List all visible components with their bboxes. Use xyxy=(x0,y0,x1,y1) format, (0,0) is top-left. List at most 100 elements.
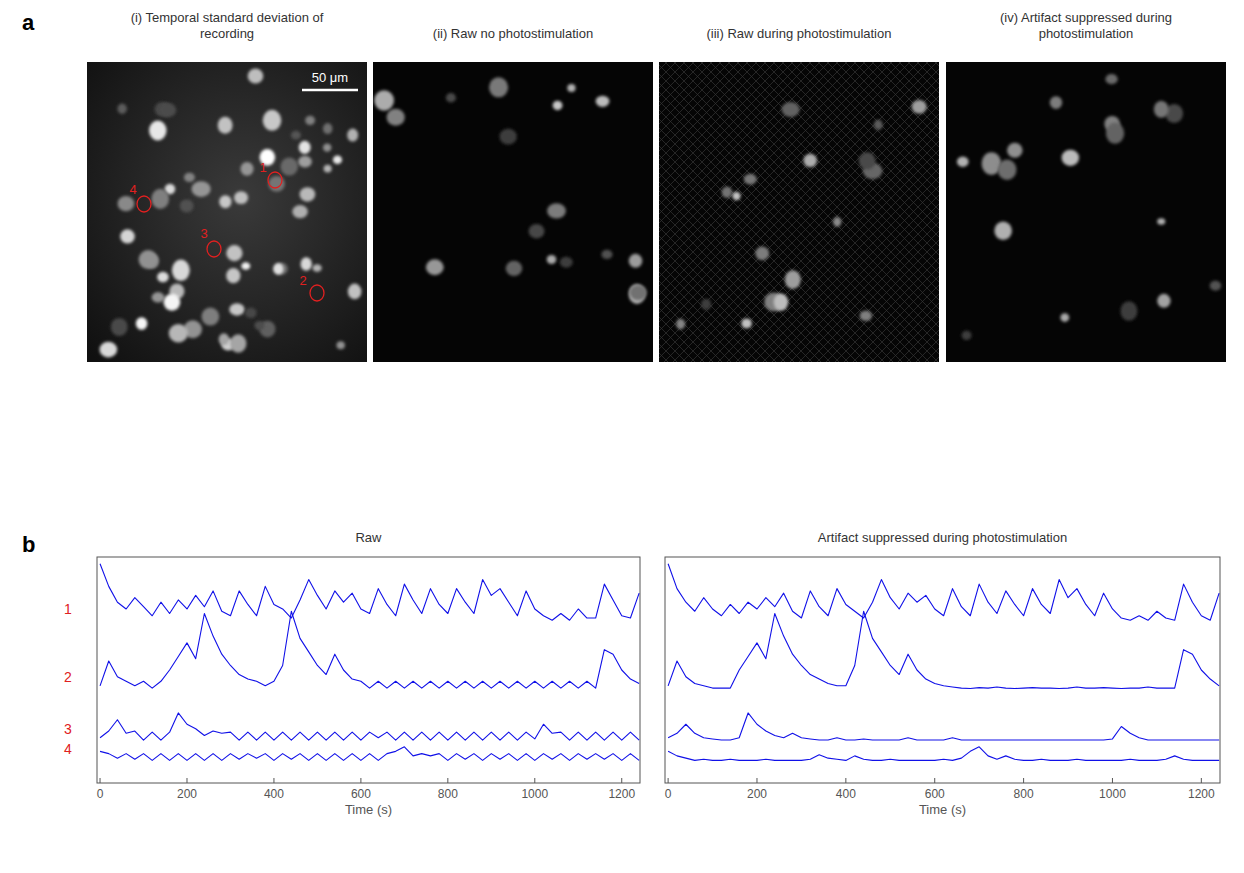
cell xyxy=(426,259,444,275)
cell xyxy=(337,341,345,349)
image xyxy=(87,62,367,362)
trace-label: 1 xyxy=(64,601,72,617)
cell xyxy=(273,263,283,275)
trace-label: 4 xyxy=(64,741,72,757)
cell xyxy=(152,292,165,302)
cell xyxy=(219,195,231,208)
trace-label: 2 xyxy=(64,669,72,685)
cell xyxy=(240,162,253,176)
cell xyxy=(1106,123,1124,144)
cell xyxy=(300,187,316,202)
x-tick-label: 200 xyxy=(747,787,767,801)
image-background xyxy=(659,62,939,362)
cell xyxy=(305,116,315,125)
cell xyxy=(1120,301,1137,321)
cell xyxy=(998,160,1017,180)
x-axis-title: Time (s) xyxy=(345,802,392,817)
cell xyxy=(629,254,643,268)
panel-letter: b xyxy=(22,532,35,557)
x-tick xyxy=(186,778,187,783)
x-tick xyxy=(621,778,622,783)
cell xyxy=(298,156,312,168)
x-tick xyxy=(1023,778,1024,783)
cell xyxy=(630,285,647,300)
cell xyxy=(149,121,166,141)
plot-frame xyxy=(97,557,640,783)
x-tick-label: 0 xyxy=(665,787,672,801)
cell xyxy=(755,247,769,261)
cell xyxy=(263,110,282,131)
cell xyxy=(180,199,194,212)
cell xyxy=(219,333,229,345)
trace-label: 3 xyxy=(64,721,72,737)
x-tick xyxy=(756,778,757,783)
cell xyxy=(676,319,685,330)
cell xyxy=(291,131,301,140)
image-background xyxy=(87,62,367,362)
artifact-hatch xyxy=(659,62,939,362)
roi-label: 1 xyxy=(259,160,266,175)
cell xyxy=(912,100,927,114)
trace xyxy=(100,747,639,761)
x-tick-label: 600 xyxy=(925,787,945,801)
cell xyxy=(1157,218,1165,225)
cell xyxy=(529,224,545,239)
cell xyxy=(100,342,118,358)
cell xyxy=(722,187,732,198)
x-tick-label: 0 xyxy=(97,787,104,801)
x-tick xyxy=(273,778,274,783)
cell xyxy=(324,165,332,173)
x-tick-label: 200 xyxy=(177,787,197,801)
traces xyxy=(100,564,639,761)
figure: ab(i) Temporal standard deviation ofreco… xyxy=(0,0,1244,873)
cell xyxy=(560,257,573,268)
cell xyxy=(774,293,789,310)
cell xyxy=(741,318,752,328)
cell xyxy=(169,324,188,342)
x-tick-label: 1200 xyxy=(1188,787,1215,801)
cell xyxy=(348,284,362,300)
x-tick-label: 1200 xyxy=(608,787,635,801)
cell xyxy=(1007,143,1023,158)
cell xyxy=(874,120,883,130)
x-tick xyxy=(100,778,101,783)
panel-letter: a xyxy=(22,10,35,35)
cell xyxy=(732,192,740,200)
cell xyxy=(226,268,240,283)
traces xyxy=(668,564,1219,761)
cell xyxy=(347,128,358,141)
cell xyxy=(280,158,298,176)
trace xyxy=(100,564,639,621)
trace xyxy=(668,713,1219,740)
x-tick-label: 1000 xyxy=(1099,787,1126,801)
cell xyxy=(860,310,872,321)
x-tick-label: 400 xyxy=(264,787,284,801)
cell xyxy=(201,308,219,326)
cell xyxy=(172,260,190,281)
cell xyxy=(962,331,972,340)
cell xyxy=(230,334,246,353)
cell xyxy=(245,307,257,318)
x-tick xyxy=(1201,778,1202,783)
cell xyxy=(1210,281,1222,291)
cell xyxy=(500,129,517,145)
plot-frame xyxy=(665,557,1220,783)
cell xyxy=(229,303,244,315)
cell xyxy=(120,229,135,243)
cell xyxy=(191,181,210,197)
x-tick xyxy=(934,778,935,783)
image xyxy=(946,62,1226,362)
cell xyxy=(547,203,566,218)
cell xyxy=(136,317,148,330)
x-axis-title: Time (s) xyxy=(919,802,966,817)
cell xyxy=(323,144,332,152)
title-line: (ii) Raw no photostimulation xyxy=(433,26,593,41)
cell xyxy=(506,261,523,276)
scale-bar xyxy=(302,89,358,92)
roi-label: 3 xyxy=(200,226,207,241)
x-tick-label: 1000 xyxy=(521,787,548,801)
cell xyxy=(241,262,250,270)
cell xyxy=(553,101,563,110)
image xyxy=(373,62,653,362)
cell xyxy=(299,141,311,154)
